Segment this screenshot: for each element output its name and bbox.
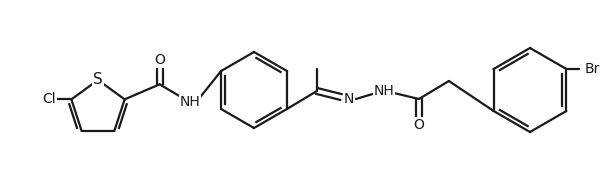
Text: S: S [93, 73, 103, 87]
Text: O: O [154, 53, 165, 67]
Text: Br: Br [585, 62, 600, 76]
Text: Cl: Cl [42, 92, 56, 106]
Text: N: N [344, 92, 354, 106]
Text: NH: NH [373, 84, 394, 98]
Text: NH: NH [179, 95, 200, 109]
Text: O: O [413, 118, 424, 132]
